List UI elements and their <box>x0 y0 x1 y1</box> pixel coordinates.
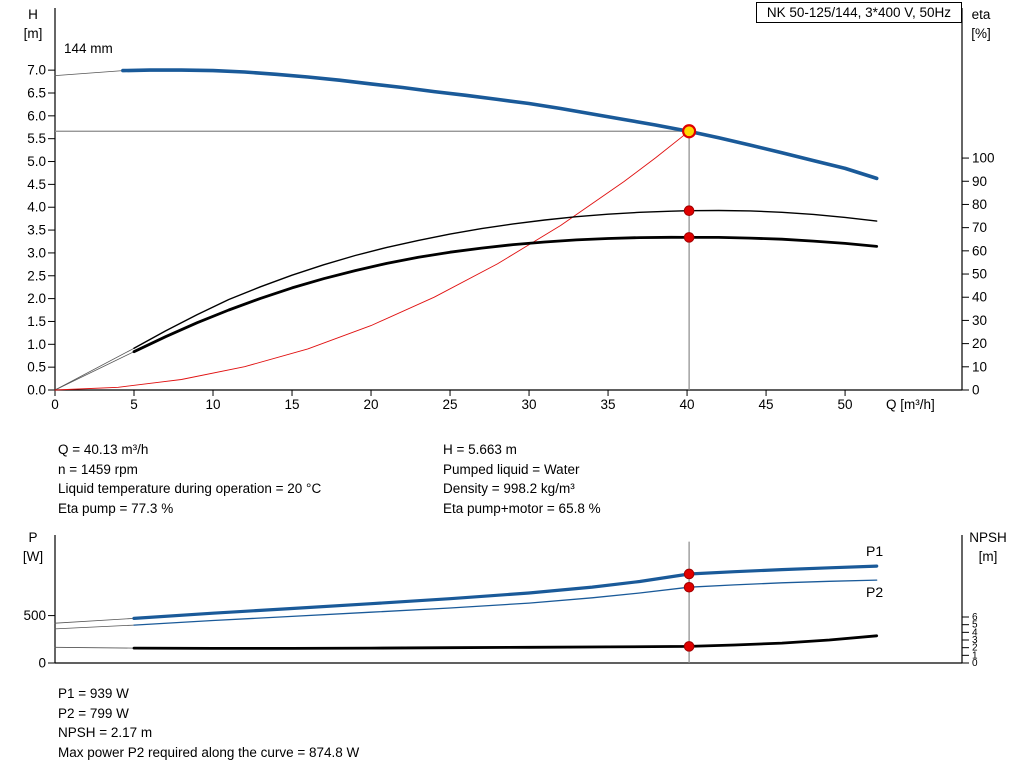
system-curve <box>54 130 690 391</box>
x-tick-label: 25 <box>443 397 458 412</box>
duty-results-right: H = 5.663 m Pumped liquid = Water Densit… <box>443 440 601 518</box>
x-tick-label: 10 <box>205 397 220 412</box>
y-left-axis-title: P <box>28 530 37 545</box>
density-text: Density = 998.2 kg/m³ <box>443 481 575 496</box>
y-right-tick-label: 40 <box>972 290 987 305</box>
p2-point <box>683 581 695 593</box>
y-right-tick-label: 3 <box>972 635 978 646</box>
y-right-axis-unit: [%] <box>971 26 991 41</box>
y-left-tick-label: 6.0 <box>27 108 46 123</box>
eta-pump-point <box>683 205 695 217</box>
eta-motor-point <box>683 232 695 243</box>
head-efficiency-chart[interactable]: 0.0 0.5 1.0 1.5 2.0 2.5 3.0 3.5 4.0 4.5 5.0 5.5 6.0 6… <box>0 0 1024 430</box>
y-left-tick-label: 2.5 <box>27 268 46 283</box>
head-text: H = 5.663 m <box>443 442 517 457</box>
flow-text: Q = 40.13 m³/h <box>58 442 149 457</box>
y-right-tick-label: 6 <box>972 612 978 623</box>
y-right-tick-label: 20 <box>972 336 987 351</box>
pump-title-box: NK 50-125/144, 3*400 V, 50Hz <box>755 2 962 23</box>
y-right-tick-label: 2 <box>972 643 978 654</box>
y-right-tick-label: 60 <box>972 243 987 258</box>
p2-extension <box>54 624 135 630</box>
y-left-tick-label: 4.0 <box>27 200 46 215</box>
y-right-tick-label: 0 <box>972 658 978 669</box>
x-tick-label: 20 <box>364 397 379 412</box>
pumped-liquid-text: Pumped liquid = Water <box>443 461 580 477</box>
y-right-axis-title: NPSH <box>969 530 1007 545</box>
eta-pump-motor-text: Eta pump+motor = 65.8 % <box>443 500 601 516</box>
y-right-tick-label: 1 <box>972 650 978 661</box>
liquid-temp-text: Liquid temperature during operation = 20… <box>58 481 322 496</box>
x-axis-label: Q [m³/h] <box>886 397 935 412</box>
p1-point <box>683 568 695 580</box>
y-left-tick-label: 4.5 <box>27 177 46 192</box>
p2-text: P2 = 799 W <box>58 705 129 721</box>
eta-pump-text: Eta pump = 77.3 % <box>58 500 174 516</box>
y-right-tick-label: 70 <box>972 220 987 235</box>
eta-pump-curve <box>133 209 878 349</box>
h-curve-extension <box>54 70 124 76</box>
pump-title-text: NK 50-125/144, 3*400 V, 50Hz <box>766 5 951 20</box>
y-right-tick-label: 30 <box>972 313 987 328</box>
y-left-tick-label: 3.0 <box>27 245 46 260</box>
x-tick-label: 40 <box>680 397 695 412</box>
y-left-tick-label: 3.5 <box>27 223 46 238</box>
y-left-tick-label: 5.0 <box>27 154 46 169</box>
npsh-point <box>683 641 695 652</box>
p1-text: P1 = 939 W <box>58 686 129 701</box>
y-left-tick-label: 0 <box>38 656 46 671</box>
y-left-axis-unit: [W] <box>23 549 43 564</box>
y-right-tick-label: 5 <box>972 620 978 631</box>
x-tick-label: 45 <box>759 397 774 412</box>
y-right-tick-label: 100 <box>972 151 995 166</box>
p1-curve <box>132 564 879 620</box>
p2-curve-label: P2 <box>866 584 883 600</box>
power-results: P1 = 939 W P2 = 799 W NPSH = 2.17 m Max … <box>58 684 359 762</box>
h-curve <box>121 68 879 181</box>
y-right-axis-title: eta <box>972 7 991 22</box>
y-left-tick-label: 500 <box>23 608 46 623</box>
x-tick-label: 15 <box>285 397 300 412</box>
max-power-text: Max power P2 required along the curve = … <box>58 744 360 760</box>
y-left-tick-label: 6.5 <box>27 85 46 100</box>
impeller-size-label: 144 mm <box>64 41 113 56</box>
y-right-tick-label: 90 <box>972 174 987 189</box>
eta-motor-extension <box>54 351 135 391</box>
npsh-extension <box>54 646 135 649</box>
y-left-tick-label: 0.0 <box>27 383 46 398</box>
y-left-tick-label: 2.0 <box>27 291 46 306</box>
duty-results-left: Q = 40.13 m³/h n = 1459 rpm Liquid tempe… <box>58 440 321 518</box>
x-tick-label: 30 <box>522 397 537 412</box>
y-left-tick-label: 1.5 <box>27 314 46 329</box>
eta-pump-motor-curve <box>132 235 879 354</box>
eta-pump-extension <box>54 347 135 391</box>
x-tick-label: 5 <box>130 397 138 412</box>
p1-curve-label: P1 <box>866 543 883 559</box>
y-left-axis-title: H <box>28 7 38 22</box>
y-right-axis-unit: [m] <box>979 549 998 564</box>
y-left-tick-label: 0.5 <box>27 360 46 375</box>
y-right-tick-label: 0 <box>972 383 980 398</box>
y-left-tick-label: 7.0 <box>27 63 46 78</box>
duty-point[interactable] <box>682 124 697 139</box>
npsh-curve <box>132 634 879 650</box>
y-right-tick-label: 80 <box>972 197 987 212</box>
y-right-tick-label: 4 <box>972 627 978 638</box>
speed-text: n = 1459 rpm <box>58 461 138 477</box>
y-left-axis-unit: [m] <box>24 26 43 41</box>
y-right-tick-label: 10 <box>972 359 987 374</box>
x-tick-label: 35 <box>601 397 616 412</box>
y-right-tick-label: 50 <box>972 267 987 282</box>
x-tick-label: 0 <box>51 397 59 412</box>
y-left-tick-label: 1.0 <box>27 337 46 352</box>
x-tick-label: 50 <box>838 397 853 412</box>
npsh-text: NPSH = 2.17 m <box>58 725 153 740</box>
p1-extension <box>54 618 135 624</box>
p2-curve <box>133 579 878 626</box>
y-left-tick-label: 5.5 <box>27 131 46 146</box>
